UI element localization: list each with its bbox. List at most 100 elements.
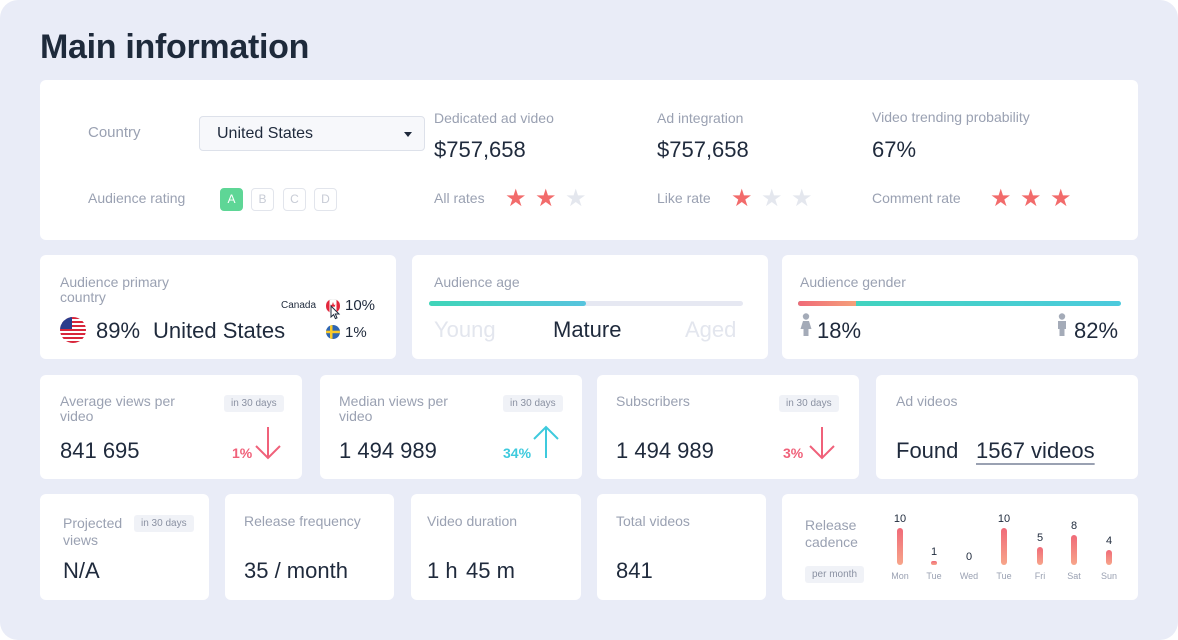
chevron-down-icon[interactable] [404,132,412,137]
star-icon: ★ [1020,185,1042,212]
subscribers-label: Subscribers [616,393,690,409]
release-frequency-value: 35 / month [244,558,348,583]
ad-integration-value: $757,658 [657,137,749,162]
primary-country-pct: 89% [96,318,141,343]
like-rate-label: Like rate [657,190,711,206]
primary-country-label: Audience primary country [60,274,169,305]
release-cadence-chart: 10 Mon 1 Tue 0 Wed 10 Tue 5 Fri 8 Sat 4 Sun [782,494,1138,600]
release-frequency-label: Release frequency [244,513,361,529]
avg-views-label: Average views per video [60,393,175,424]
canada-label: Canada [281,300,317,311]
star-icon: ★ [505,185,527,212]
median-views-value: 1 494 989 [339,438,437,463]
cadence-value-label: 10 [893,513,907,525]
avg-views-value: 841 695 [60,438,140,463]
cadence-bar-tue-1 [931,561,937,565]
gender-bar-track [798,301,1121,306]
female-pct: 18% [817,318,862,343]
subscribers-badge: in 30 days [779,395,839,412]
subscribers-card: Subscribers in 30 days 1 494 989 3% [597,375,859,479]
male-icon [1058,313,1066,336]
avg-views-card: Average views per video in 30 days 841 6… [40,375,302,479]
ad-integration-label: Ad integration [657,110,744,126]
dedicated-ad-video-label: Dedicated ad video [434,110,554,126]
cadence-value-label: 4 [1105,535,1113,548]
trending-label: Video trending probability [872,109,1030,125]
video-duration-label: Video duration [427,513,518,529]
subscribers-value: 1 494 989 [616,438,714,463]
projected-views-card: Projected views in 30 days N/A [40,494,209,600]
audience-age-card: Audience age Young Mature Aged [412,255,768,359]
star-icon: ★ [731,185,753,212]
release-cadence-card: Release cadence per month 10 Mon 1 Tue 0 Wed 1… [782,494,1138,600]
age-young: Young [434,317,496,342]
all-rates-label: All rates [434,190,485,206]
audience-rating-label: Audience rating [88,190,186,206]
median-views-change: 34% [503,445,532,461]
ad-videos-link[interactable]: 1567 videos [976,438,1095,463]
sweden-pct: 1% [345,324,367,341]
sweden-flag-icon [326,325,340,339]
cadence-value-label: 8 [1070,520,1078,533]
country-select[interactable]: United States [199,116,425,151]
dedicated-ad-video-value: $757,658 [434,137,526,162]
star-icon: ★ [1050,185,1072,212]
comment-rate-label: Comment rate [872,190,961,206]
avg-views-badge: in 30 days [224,395,284,412]
cadence-bar-tue-3 [1001,528,1007,565]
cadence-day-label: Wed [959,571,979,581]
rating-grade-b[interactable]: B [251,188,274,211]
country-label: Country [88,124,141,141]
ad-videos-found-label: Found [896,438,959,463]
male-pct: 82% [1074,318,1119,343]
projected-views-label: Projected views [63,515,123,548]
rating-grade-d[interactable]: D [314,188,337,211]
age-aged: Aged [685,317,737,342]
projected-views-value: N/A [63,558,100,583]
cadence-bar-sun-6 [1106,550,1112,565]
arrow-down-icon [255,427,281,460]
star-icon: ★ [791,185,813,212]
star-icon: ★ [990,185,1012,212]
age-bar-fill [429,301,586,306]
median-views-label: Median views per video [339,393,448,424]
age-bar-track [429,301,743,306]
rating-grade-c[interactable]: C [283,188,306,211]
audience-gender-label: Audience gender [800,274,906,290]
star-icon: ★ [565,185,587,212]
star-icon: ★ [535,185,557,212]
total-videos-card: Total videos 841 [597,494,766,600]
female-icon [800,313,812,336]
avg-views-change: 1% [232,445,253,461]
video-duration-card: Video duration 1 h 45 m [411,494,581,600]
total-videos-label: Total videos [616,513,690,529]
gender-bar-female [798,301,857,306]
cadence-value-label: 1 [930,546,938,558]
cadence-day-label: Mon [891,571,909,581]
projected-views-badge: in 30 days [134,515,194,532]
cadence-value-label: 10 [997,513,1011,525]
cadence-day-label: Sun [1100,571,1117,581]
cadence-day-label: Tue [926,571,942,581]
cadence-day-label: Sat [1067,571,1081,581]
country-select-value: United States [217,125,314,142]
arrow-down-icon [809,427,835,460]
main-info-card: Country United States Audience rating A … [40,80,1138,240]
cadence-value-label: 5 [1036,531,1044,544]
canada-pct: 10% [345,297,376,314]
median-views-badge: in 30 days [503,395,563,412]
cadence-day-label: Fri [1034,571,1046,581]
rating-grade-a[interactable]: A [220,188,243,211]
cadence-bar-sat-5 [1071,535,1077,565]
ad-videos-label: Ad videos [896,393,958,409]
arrow-up-icon [533,425,559,458]
cursor-arrow-icon [330,305,341,320]
audience-age-label: Audience age [434,274,520,290]
primary-country-name: United States [153,318,286,343]
release-cadence-title: Release cadence [805,517,858,550]
ad-videos-card: Ad videos Found 1567 videos [876,375,1138,479]
star-icon: ★ [761,185,783,212]
release-frequency-card: Release frequency 35 / month [225,494,394,600]
cadence-bar-mon-0 [897,528,903,565]
